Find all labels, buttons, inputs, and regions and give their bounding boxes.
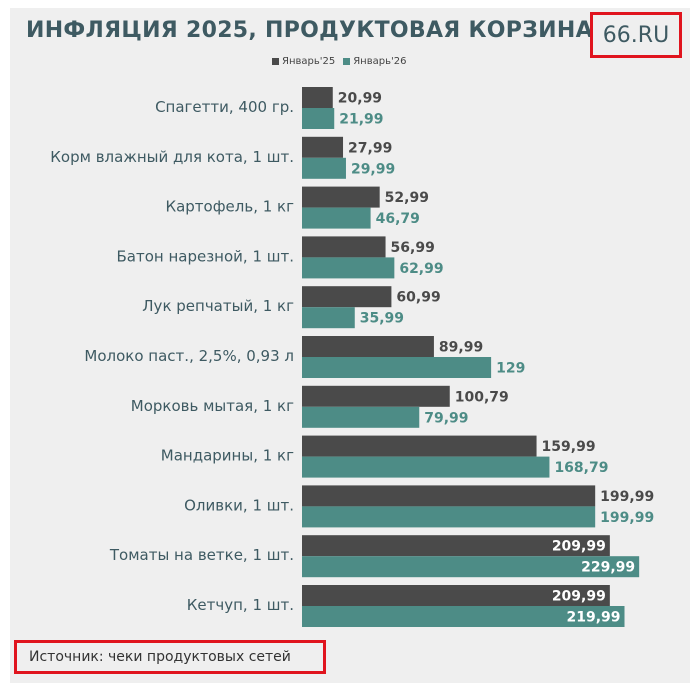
value-label-jan25: 209,99 <box>552 589 606 605</box>
bar-jan26 <box>302 207 371 229</box>
bar-jan26 <box>302 606 625 627</box>
category-label: Лук репчатый, 1 кг <box>142 297 294 315</box>
legend-label-jan26: Январь'26 <box>353 56 407 67</box>
legend: Январь'25 Январь'26 <box>272 56 406 67</box>
bar-jan26 <box>302 406 420 428</box>
bar-jan26 <box>302 456 550 478</box>
value-label-jan26: 219,99 <box>566 610 620 626</box>
bar-jan25 <box>302 236 386 258</box>
category-label: Батон нарезной, 1 шт. <box>116 247 294 265</box>
value-label-jan26: 35,99 <box>360 311 404 327</box>
bar-jan25 <box>302 485 596 507</box>
value-label-jan26: 79,99 <box>424 410 468 426</box>
value-label-jan26: 129 <box>496 361 525 377</box>
value-label-jan25: 89,99 <box>439 340 483 356</box>
value-label-jan25: 159,99 <box>542 439 596 455</box>
bar-jan25 <box>302 435 537 457</box>
value-label-jan25: 60,99 <box>396 290 440 306</box>
bar-jan26 <box>302 108 335 129</box>
legend-item-jan26: Январь'26 <box>343 56 406 67</box>
value-label-jan25: 100,79 <box>455 389 509 405</box>
legend-swatch-jan26 <box>343 58 351 65</box>
value-label-jan25: 199,99 <box>600 489 654 505</box>
category-label: Кетчуп, 1 шт. <box>187 596 294 614</box>
bar-jan25 <box>302 87 333 108</box>
category-label: Молоко паст., 2,5%, 0,93 л <box>84 347 294 365</box>
bar-jan25 <box>302 186 380 208</box>
bar-jan25 <box>302 136 344 158</box>
value-label-jan26: 168,79 <box>554 460 608 476</box>
value-label-jan25: 52,99 <box>385 190 429 206</box>
bar-jan25 <box>302 535 610 557</box>
bar-jan26 <box>302 307 355 329</box>
bar-jan26 <box>302 157 346 179</box>
bar-chart: Спагетти, 400 гр. 20,99 21,99 Корм влажный … <box>50 87 654 627</box>
value-label-jan26: 46,79 <box>376 211 420 227</box>
value-label-jan25: 20,99 <box>338 91 382 107</box>
bar-jan26 <box>302 257 395 279</box>
legend-item-jan25: Январь'25 <box>272 56 335 67</box>
bar-jan25 <box>302 385 450 407</box>
bar-jan26 <box>302 506 596 528</box>
category-label: Оливки, 1 шт. <box>184 496 294 514</box>
source-box: Источник: чеки продуктовых сетей <box>14 640 326 674</box>
value-label-jan26: 29,99 <box>351 161 395 177</box>
category-label: Картофель, 1 кг <box>165 198 294 216</box>
category-label: Томаты на ветке, 1 шт. <box>109 546 294 564</box>
category-label: Морковь мытая, 1 кг <box>131 397 294 415</box>
value-label-jan25: 27,99 <box>348 140 392 156</box>
logo-text: 66.RU <box>602 22 670 48</box>
value-label-jan26: 62,99 <box>399 261 443 277</box>
bar-jan25 <box>302 286 392 308</box>
bar-jan26 <box>302 556 640 578</box>
category-label: Спагетти, 400 гр. <box>155 98 294 116</box>
value-label-jan25: 56,99 <box>391 240 435 256</box>
chart-panel: ИНФЛЯЦИЯ 2025, ПРОДУКТОВАЯ КОРЗИНА 66.RU… <box>10 8 690 683</box>
category-label: Мандарины, 1 кг <box>161 447 294 465</box>
chart-title: ИНФЛЯЦИЯ 2025, ПРОДУКТОВАЯ КОРЗИНА <box>26 18 593 43</box>
value-label-jan25: 209,99 <box>552 539 606 555</box>
category-label: Корм влажный для кота, 1 шт. <box>50 148 294 166</box>
value-label-jan26: 21,99 <box>339 112 383 128</box>
source-text: Источник: чеки продуктовых сетей <box>29 649 291 665</box>
bar-jan26 <box>302 357 492 378</box>
legend-label-jan25: Январь'25 <box>282 56 336 67</box>
legend-swatch-jan25 <box>272 58 279 65</box>
bar-jan25 <box>302 585 610 606</box>
bar-jan25 <box>302 336 434 357</box>
value-label-jan26: 229,99 <box>581 560 635 576</box>
logo-box: 66.RU <box>590 12 682 58</box>
value-label-jan26: 199,99 <box>600 510 654 526</box>
